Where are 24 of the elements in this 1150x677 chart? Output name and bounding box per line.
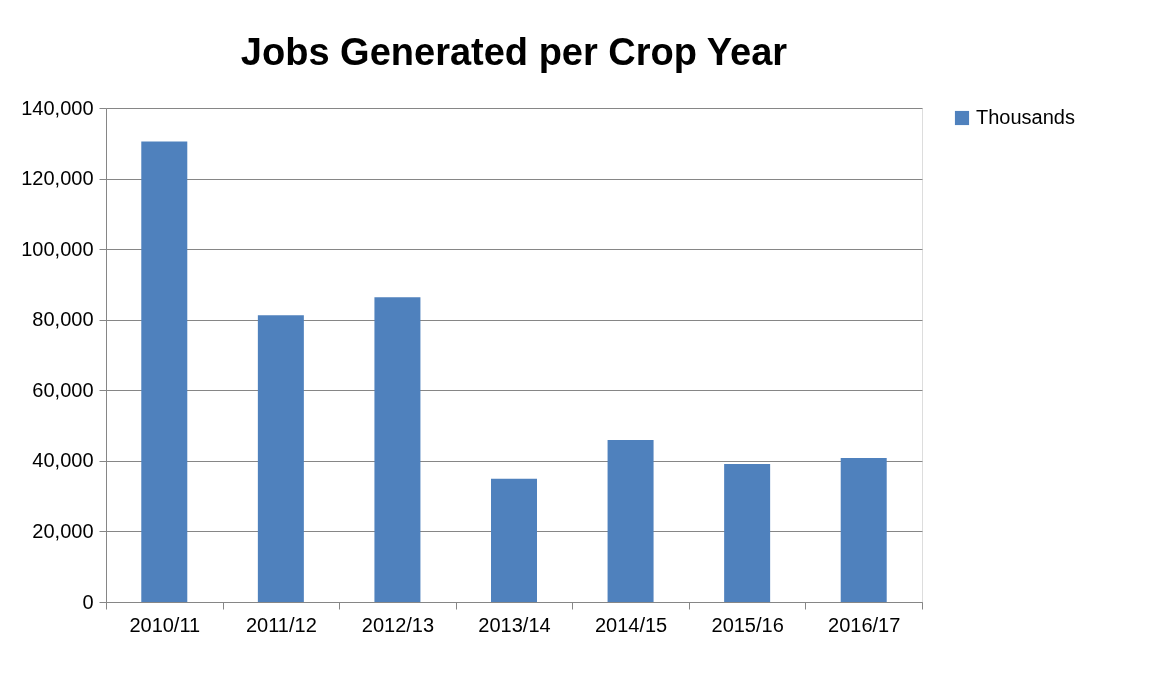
x-tick-label: 2016/17 [828,613,901,636]
y-tick-label: 100,000 [21,237,94,260]
y-tick-label: 80,000 [32,308,94,331]
y-tick-label: 60,000 [32,378,94,401]
bar [607,440,654,602]
bar [491,478,537,602]
y-tick-label: 0 [82,590,94,613]
bar [141,141,188,602]
x-tick-label: 2013/14 [478,613,551,636]
x-tick-label: 2014/15 [594,613,668,636]
chart-title: Jobs Generated per Crop Year [240,31,788,73]
x-tick-label: 2011/12 [245,613,317,636]
bar [374,297,421,602]
x-tick-label: 2015/16 [711,613,784,636]
x-tick-label: 2012/13 [361,613,435,636]
y-tick-label: 40,000 [32,449,94,472]
legend-label: Thousands [976,106,1075,128]
bar [257,315,304,602]
y-tick-label: 20,000 [32,519,94,542]
bar [724,464,771,602]
y-tick-label: 140,000 [21,96,94,119]
bar [840,458,887,602]
y-tick-label: 120,000 [21,167,94,190]
x-tick-label: 2010/11 [129,613,201,636]
